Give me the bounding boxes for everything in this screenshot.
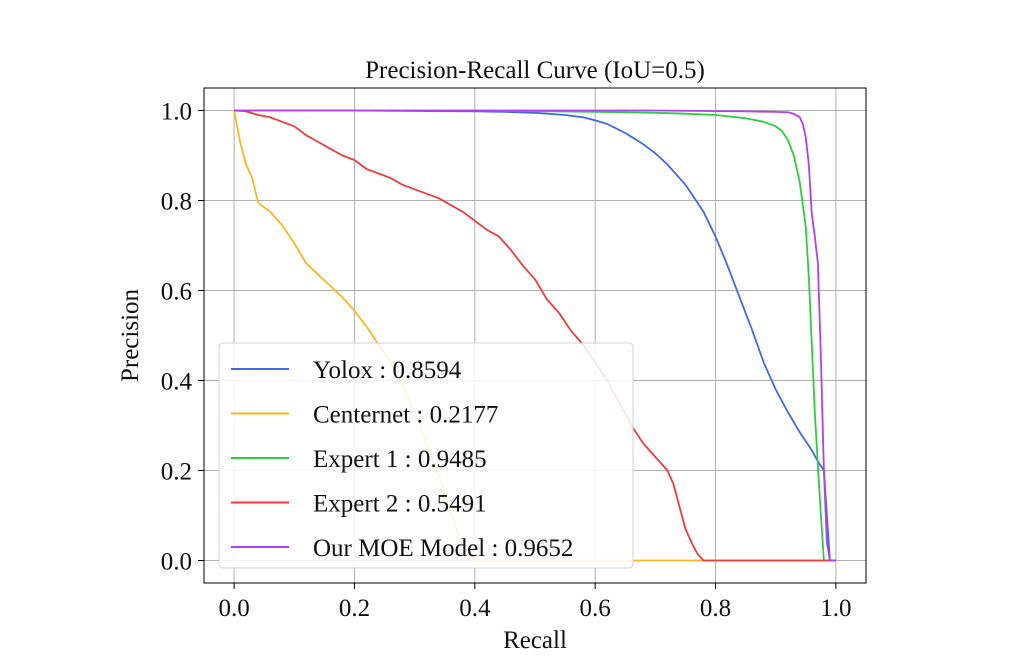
y-axis-title: Precision xyxy=(117,288,144,382)
y-tick-label: 0.4 xyxy=(161,369,193,396)
x-tick-label: 0.2 xyxy=(339,595,370,622)
chart-title: Precision-Recall Curve (IoU=0.5) xyxy=(365,57,705,84)
x-tick-label: 0.4 xyxy=(459,595,491,622)
legend-label: Centernet : 0.2177 xyxy=(313,402,498,429)
y-tick-label: 0.8 xyxy=(161,189,192,216)
legend-label: Our MOE Model : 0.9652 xyxy=(313,535,573,562)
series-line-1 xyxy=(234,109,836,562)
series-line-3 xyxy=(234,109,836,562)
x-tick-label: 0.6 xyxy=(580,595,611,622)
legend-label: Expert 1 : 0.9485 xyxy=(313,446,487,473)
y-tick-label: 0.2 xyxy=(161,459,192,486)
legend: Yolox : 0.8594 Centernet : 0.2177 Expert 1… xyxy=(218,342,634,569)
x-tick-label: 0.8 xyxy=(700,595,731,622)
x-axis-title: Recall xyxy=(503,627,567,654)
plot-frame xyxy=(203,87,867,584)
y-tick-label: 0.0 xyxy=(161,549,192,576)
legend-label: Yolox : 0.8594 xyxy=(313,357,462,384)
legend-box xyxy=(218,342,634,569)
x-tick-label: 0.0 xyxy=(218,595,249,622)
axis-ticks: 0.0 0.2 0.4 0.6 0.8 1.0 0.0 0.2 0.4 0.6 0.8 1.0 xyxy=(161,99,852,623)
legend-label: Expert 2 : 0.5491 xyxy=(313,491,487,518)
y-tick-label: 0.6 xyxy=(161,279,192,306)
y-tick-label: 1.0 xyxy=(161,99,192,126)
series-line-4 xyxy=(234,109,836,562)
series-line-5 xyxy=(234,109,836,562)
x-tick-label: 1.0 xyxy=(820,595,851,622)
